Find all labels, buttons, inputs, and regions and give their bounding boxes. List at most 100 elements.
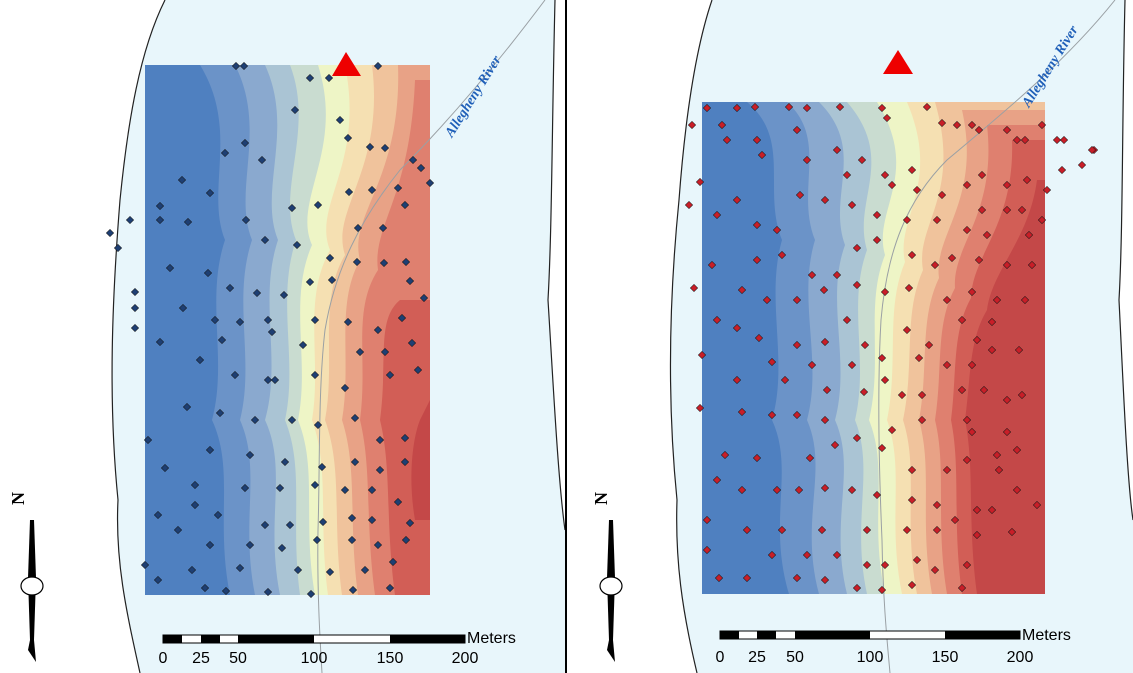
channel-line: [317, 0, 546, 673]
sample-point: [408, 155, 418, 165]
sample-point: [792, 573, 802, 583]
sample-point: [880, 375, 890, 385]
sample-point: [267, 327, 277, 337]
sample-point: [880, 560, 890, 570]
scale-tick-50: 50: [786, 649, 804, 666]
sample-point: [912, 555, 922, 565]
sample-point: [754, 333, 764, 343]
north-arrow: N: [591, 492, 623, 662]
sample-point: [872, 210, 882, 220]
sample-point: [967, 427, 977, 437]
sample-point: [260, 520, 270, 530]
map-canvas-right: Allegheny River N Meters 0 25 50 100 150…: [591, 0, 1133, 673]
sample-point: [924, 340, 934, 350]
sample-point: [962, 560, 972, 570]
sample-point: [832, 270, 842, 280]
sample-point: [762, 295, 772, 305]
west-shoreline: [669, 0, 713, 673]
sample-point: [897, 390, 907, 400]
scale-bar: Meters 0 25 50 100 150 200: [716, 627, 1071, 666]
sample-point: [695, 177, 705, 187]
sample-point: [241, 215, 251, 225]
sample-point: [113, 243, 123, 253]
sample-point: [942, 465, 952, 475]
sample-point: [250, 415, 260, 425]
sample-point: [904, 283, 914, 293]
sample-point: [380, 143, 390, 153]
sample-point: [252, 288, 262, 298]
sample-point: [742, 573, 752, 583]
sample-point: [344, 187, 354, 197]
sample-point: [880, 170, 890, 180]
east-shoreline: [547, 0, 566, 531]
sample-point: [972, 530, 982, 540]
sample-point: [950, 515, 960, 525]
sample-point: [318, 517, 328, 527]
sample-point: [822, 385, 832, 395]
sample-point: [752, 453, 762, 463]
sample-point: [378, 223, 388, 233]
scale-tick-50: 50: [229, 650, 247, 667]
sample-point: [235, 317, 245, 327]
sample-point: [298, 340, 308, 350]
sample-point: [1057, 165, 1067, 175]
sample-point: [153, 575, 163, 585]
sample-point: [752, 220, 762, 230]
sample-point: [987, 345, 997, 355]
sample-point: [105, 228, 115, 238]
sample-point: [340, 383, 350, 393]
scale-tick-25: 25: [192, 650, 210, 667]
sample-point: [842, 170, 852, 180]
sample-point: [373, 325, 383, 335]
sample-point: [767, 550, 777, 560]
scale-tick-150: 150: [377, 650, 404, 667]
sample-point: [1002, 125, 1012, 135]
sample-point: [263, 587, 273, 597]
sample-point: [974, 125, 984, 135]
sample-point: [203, 268, 213, 278]
sample-point: [917, 415, 927, 425]
sample-point: [400, 457, 410, 467]
sample-point: [902, 215, 912, 225]
sample-point: [155, 337, 165, 347]
sample-point: [317, 462, 327, 472]
sample-point: [287, 203, 297, 213]
sample-point: [1037, 215, 1047, 225]
sample-point: [702, 545, 712, 555]
sample-point: [367, 485, 377, 495]
sample-point: [947, 253, 957, 263]
sample-point: [312, 535, 322, 545]
sample-point: [373, 61, 383, 71]
sample-point: [182, 402, 192, 412]
sample-point: [977, 205, 987, 215]
sample-point: [1052, 135, 1062, 145]
scale-unit: Meters: [467, 630, 516, 647]
sample-point: [702, 515, 712, 525]
sample-point: [279, 290, 289, 300]
sample-point: [819, 285, 829, 295]
sample-point: [1077, 160, 1087, 170]
sample-point: [737, 407, 747, 417]
scale-tick-150: 150: [932, 649, 959, 666]
sample-point: [1002, 427, 1012, 437]
sample-point: [914, 353, 924, 363]
sample-point: [205, 188, 215, 198]
sample-point: [772, 225, 782, 235]
sample-point: [178, 303, 188, 313]
sample-point: [1027, 260, 1037, 270]
sample-point: [293, 565, 303, 575]
sample-point: [130, 287, 140, 297]
sample-point: [957, 385, 967, 395]
sample-point: [143, 435, 153, 445]
sample-point: [930, 260, 940, 270]
sample-point: [932, 525, 942, 535]
sample-point: [385, 583, 395, 593]
scale-tick-100: 100: [301, 650, 328, 667]
sample-point: [360, 565, 370, 575]
sample-point: [972, 505, 982, 515]
sample-point: [173, 525, 183, 535]
sample-point: [732, 323, 742, 333]
sample-point: [907, 250, 917, 260]
sample-point: [805, 453, 815, 463]
sample-point: [1017, 390, 1027, 400]
